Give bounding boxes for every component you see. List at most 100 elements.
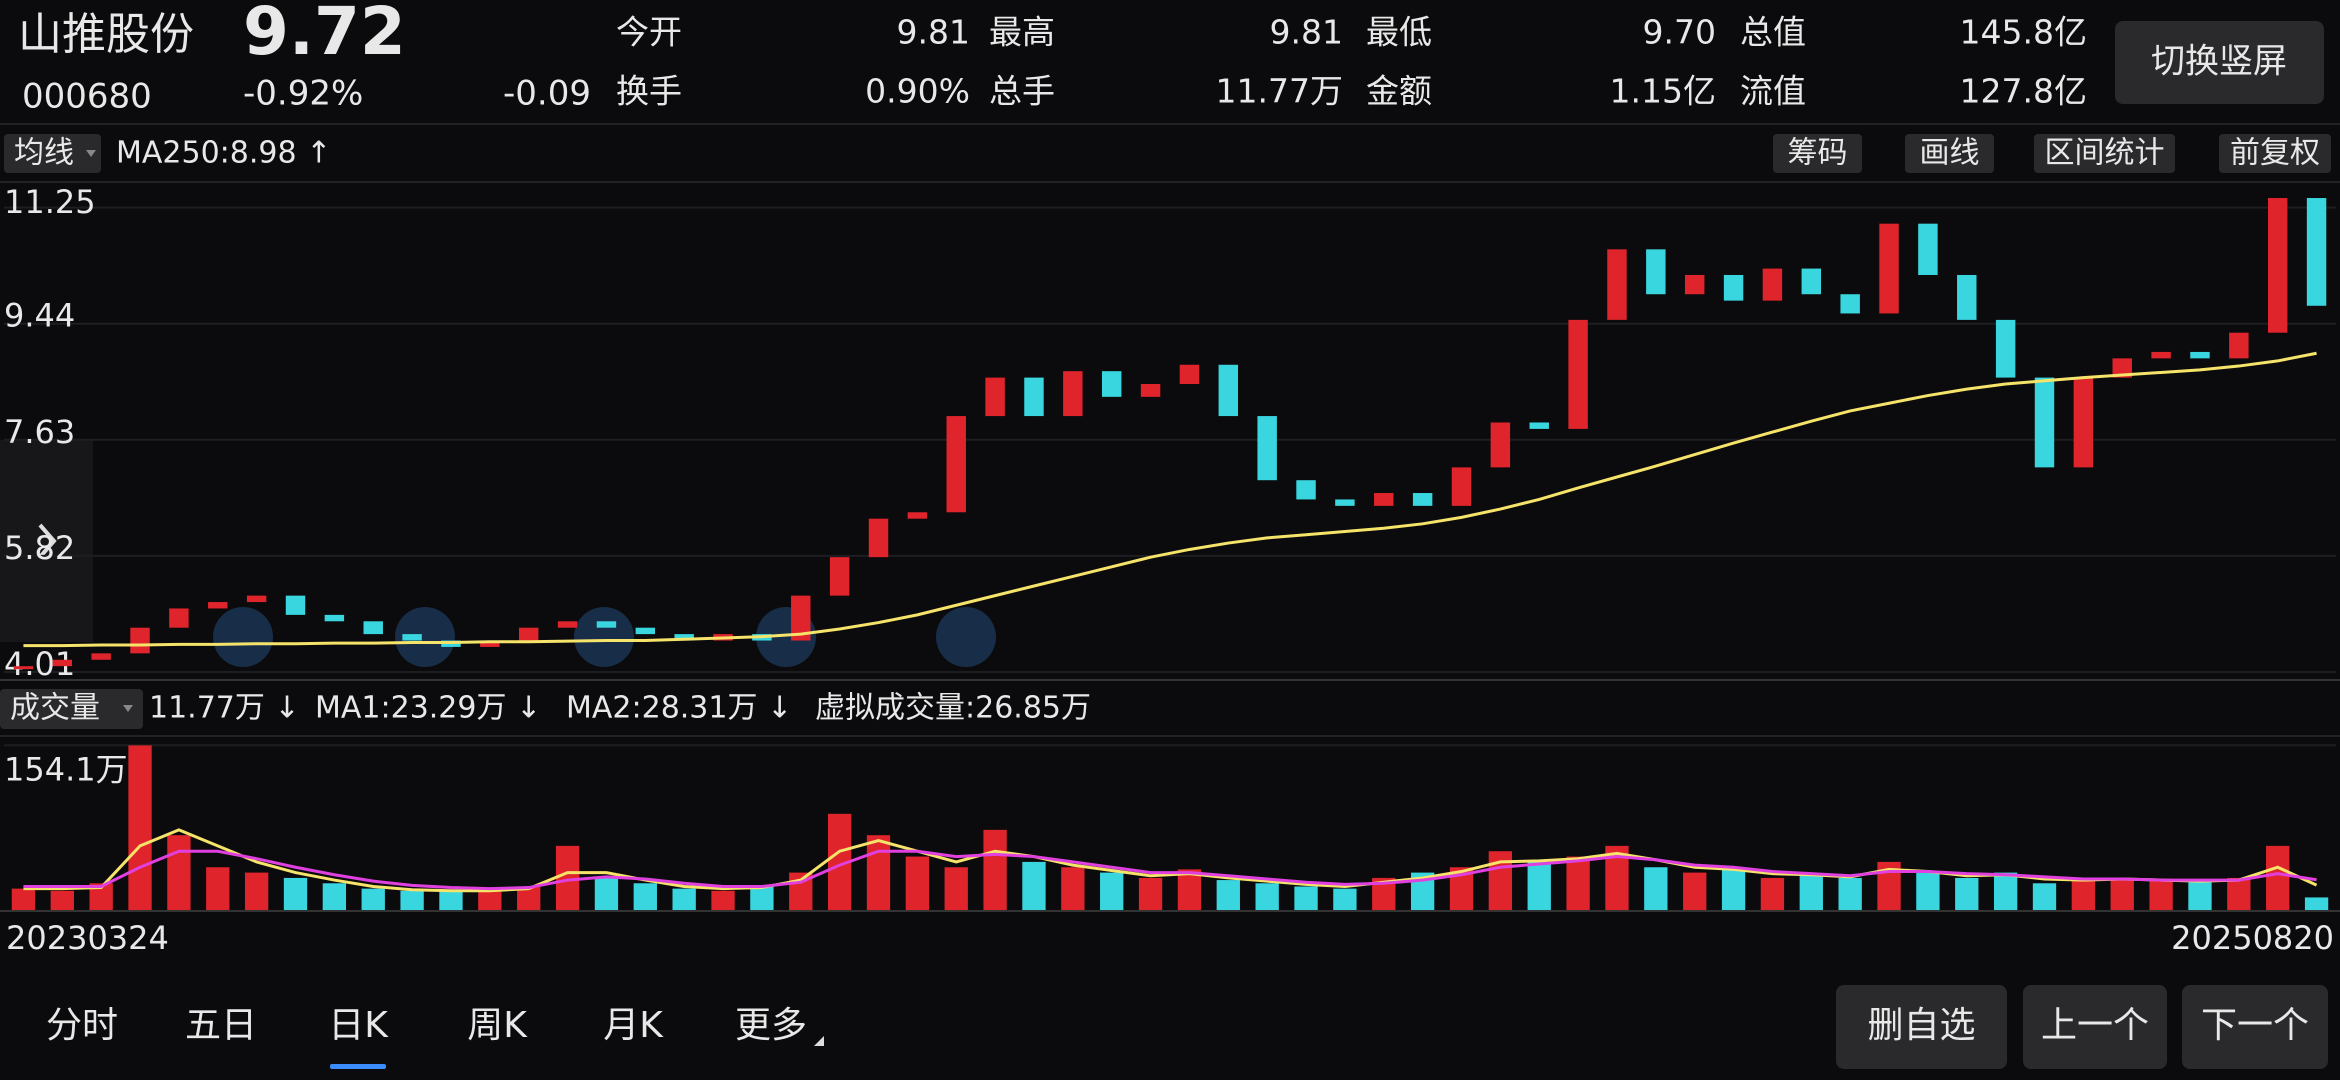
volume-bar [2266,845,2290,910]
volume-bar [2188,882,2212,910]
candle [1762,268,1783,301]
volume-bar [1721,869,1746,910]
candle [1801,268,1822,295]
candle [1723,274,1744,301]
y-tick-label: 11.25 [4,183,96,221]
candle [1179,364,1200,385]
chart-control[interactable] [936,607,996,667]
tool-button[interactable]: 筹码 [1788,136,1848,171]
candle [208,602,228,609]
active-underline [330,1064,386,1069]
candle [2190,351,2210,359]
volume-bar [1138,877,1163,910]
stat-value: 9.70 [1643,13,1716,52]
stock-code: 000680 [22,77,152,117]
tool-button-bg[interactable] [1905,134,1994,173]
side-panel[interactable] [0,440,93,642]
candle [1684,274,1705,295]
chart-control[interactable] [574,607,634,667]
stat-label: 最高 [989,13,1055,52]
action-button-bg[interactable] [2182,985,2328,1069]
candle [1218,364,1239,417]
candle [2229,332,2249,359]
candle [1957,274,1977,320]
tool-button[interactable]: 画线 [1920,136,1980,171]
candle [791,595,811,641]
action-button-bg[interactable] [1836,985,2007,1069]
candle [1101,371,1122,397]
candle [1296,480,1316,500]
candle [480,640,500,647]
orientation-button-bg[interactable] [2115,21,2324,104]
candle [946,416,966,513]
candle [1607,249,1627,320]
volume-bar [2304,897,2329,910]
volume-bar [400,890,424,910]
stat-value: 127.8亿 [1960,72,2087,111]
volume-bar [1760,877,1785,910]
volume-bar [1838,877,1862,910]
volume-selector[interactable]: 成交量 [10,691,100,726]
candle [674,634,694,641]
volume-bar [1294,886,1318,910]
volume-selector-bg[interactable] [0,689,143,729]
volume-bar [594,877,619,910]
action-button[interactable]: 下一个 [2201,1005,2309,1046]
y-tick-label: 9.44 [4,297,75,335]
action-button-bg[interactable] [2023,985,2167,1069]
candle [52,659,73,667]
candle [285,595,306,615]
orientation-button[interactable]: 切换竖屏 [2151,42,2287,82]
ma-selector[interactable]: 均线 [14,136,74,171]
ma2-line [23,849,2317,891]
tool-button[interactable]: 前复权 [2230,136,2320,171]
tool-button-bg[interactable] [2034,134,2175,173]
volume-bar [711,890,735,910]
volume-bar [1644,867,1668,910]
stat-label: 今开 [616,13,682,52]
tool-button-bg[interactable] [1773,134,1862,173]
virtual-volume: 虚拟成交量:26.85万 [815,691,1091,726]
volume-bar [944,867,968,910]
volume-bar [89,883,113,910]
candle [1451,467,1472,506]
volume-bar [361,888,385,910]
volume-bar [2071,880,2096,910]
volume-bar [905,856,930,910]
period-tab[interactable]: 日K [328,1005,389,1046]
start-date: 20230324 [6,919,169,957]
volume-bar [2032,883,2057,910]
action-button[interactable]: 上一个 [2041,1005,2149,1046]
tool-button[interactable]: 区间统计 [2045,136,2165,171]
volume-bar [11,888,36,910]
period-tab[interactable]: 五日 [185,1005,257,1046]
volume-bar [1527,861,1551,910]
period-tab[interactable]: 月K [603,1005,664,1046]
ma-selector-bg[interactable] [4,134,101,173]
candle [1490,422,1511,468]
period-tab[interactable]: 分时 [46,1005,118,1046]
tool-button-bg[interactable] [2219,134,2331,173]
candle [868,518,889,558]
period-tab[interactable]: 更多 [735,1005,807,1046]
candle [169,608,189,628]
volume-bar [1100,872,1124,910]
chart-control[interactable] [395,607,455,667]
candle [1257,416,1277,481]
volume-current: 11.77万 ↓ [149,691,300,726]
price: 9.72 [243,0,406,70]
period-tab[interactable]: 周K [467,1005,528,1046]
candle [518,627,539,641]
candle [2112,358,2132,378]
more-icon [814,1036,824,1046]
stat-value: 145.8亿 [1960,13,2087,52]
volume-bar [283,877,308,910]
candle [2073,377,2094,468]
chart-control[interactable] [213,607,273,667]
candle [635,627,656,635]
action-button[interactable]: 删自选 [1867,1005,1975,1046]
volume-bar [1333,888,1357,910]
stat-value: 9.81 [897,13,970,52]
volume-bar [128,745,152,910]
stat-label: 总值 [1740,13,1806,52]
